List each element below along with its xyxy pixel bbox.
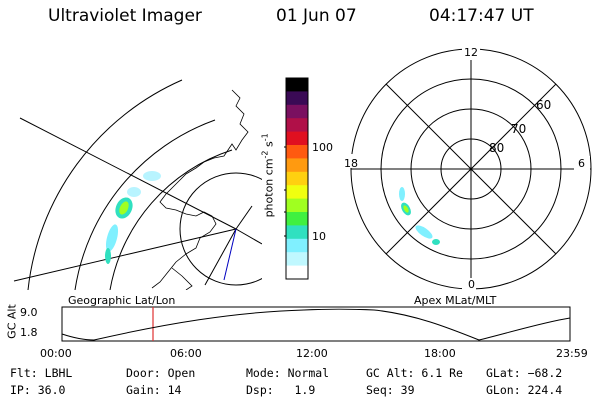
mlt-label-18: 18 — [344, 157, 358, 170]
mlt-line-diagonal — [385, 83, 557, 255]
orbit-altitude-curve — [61, 308, 571, 341]
colorbar-swatch — [286, 252, 308, 267]
status-seq: Seq: 39 — [366, 383, 415, 397]
observation-date: 01 Jun 07 — [276, 6, 357, 26]
colorbar — [284, 77, 309, 280]
orbit-ytick-max: 9.0 — [20, 306, 38, 319]
status-glon: GLon: 224.4 — [486, 383, 563, 397]
status-door: Door: Open — [126, 366, 196, 380]
colorbar-swatch — [286, 78, 308, 92]
mlat-label-60: 60 — [536, 98, 552, 112]
mlt-label-6: 6 — [578, 157, 585, 170]
meridian-line — [19, 117, 237, 230]
orbit-xtick-3: 18:00 — [424, 347, 456, 360]
status-dsp: Dsp: 1.9 — [246, 383, 316, 397]
orbit-xtick-4: 23:59 — [556, 347, 588, 360]
colorbar-swatch — [286, 225, 308, 240]
colorbar-swatch — [286, 171, 308, 186]
colorbar-swatch — [286, 212, 308, 226]
orbit-xtick-1: 06:00 — [170, 347, 202, 360]
instrument-title: Ultraviolet Imager — [48, 6, 202, 26]
colorbar-swatch — [286, 131, 308, 146]
colorbar-gradient — [286, 78, 308, 280]
status-ip: IP: 36.0 — [10, 383, 66, 397]
status-mode: Mode: Normal — [246, 366, 330, 380]
status-gain: Gain: 14 — [126, 383, 182, 397]
geographic-panel-label: Geographic Lat/Lon — [68, 294, 176, 307]
status-gc-alt: GC Alt: 6.1 Re — [366, 366, 463, 380]
meridian-line — [235, 228, 262, 245]
mlt-label-0: 0 — [468, 278, 475, 291]
geographic-map — [13, 79, 262, 290]
orbit-ylabel: GC Alt — [5, 304, 19, 339]
latitude-circle-middle — [74, 119, 216, 290]
coastline — [151, 89, 249, 289]
orbit-xtick-0: 00:00 — [40, 347, 72, 360]
auroral-emission — [105, 171, 161, 264]
colorbar-swatch — [286, 198, 308, 213]
colorbar-swatch — [286, 265, 308, 280]
polar-auroral-emission — [399, 187, 440, 245]
meridian-line — [13, 228, 237, 282]
orbit-altitude-plot — [61, 306, 571, 342]
mlat-label-80: 80 — [489, 141, 505, 155]
mlt-label-12: 12 — [464, 46, 478, 59]
colorbar-swatch — [286, 118, 308, 133]
colorbar-unit-label: photon cm-2 s-1 — [260, 133, 276, 218]
colorbar-tick-100: 100 — [312, 141, 333, 154]
colorbar-tick-10: 10 — [312, 230, 326, 243]
observation-time: 04:17:47 UT — [429, 6, 534, 26]
status-flt: Flt: LBHL — [10, 366, 73, 380]
mlat-label-70: 70 — [511, 122, 527, 136]
colorbar-swatch — [286, 158, 308, 173]
colorbar-swatch — [286, 238, 308, 253]
orbit-xtick-2: 12:00 — [296, 347, 328, 360]
polar-panel-label: Apex MLat/MLT — [414, 294, 497, 307]
meridian-line — [235, 205, 253, 230]
orbit-ytick-min: 1.8 — [20, 326, 38, 339]
polar-map — [340, 46, 592, 292]
coastline — [171, 267, 193, 290]
colorbar-swatch — [286, 91, 308, 106]
orbit-plot-frame — [61, 306, 571, 342]
status-glat: GLat: −68.2 — [486, 366, 563, 380]
latitude-circle-inner — [109, 149, 233, 290]
colorbar-swatch — [286, 185, 308, 200]
latitude-circle-pole — [179, 172, 262, 286]
latitude-circle-outer — [27, 79, 183, 290]
meridian-line — [204, 228, 237, 286]
colorbar-swatch — [286, 104, 308, 119]
colorbar-swatch — [286, 145, 308, 159]
look-direction-line — [223, 228, 237, 281]
